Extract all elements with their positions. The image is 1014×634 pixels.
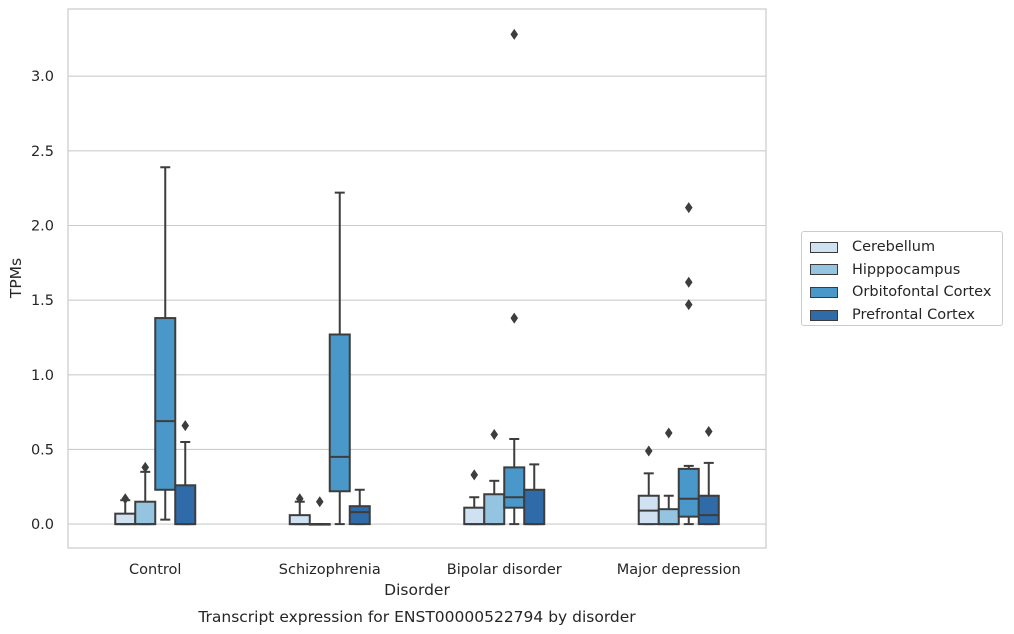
box-plot <box>308 496 331 526</box>
box-iqr <box>154 317 177 491</box>
y-tick-label: 3.0 <box>31 69 54 85</box>
y-axis-label: TPMs <box>7 258 25 299</box>
box-iqr <box>114 512 137 526</box>
y-tick-label: 0.0 <box>31 517 54 533</box>
legend-swatch-cerebellum <box>810 241 838 253</box>
box-plot <box>288 493 311 526</box>
chart-caption: Transcript expression for ENST0000052279… <box>197 608 636 626</box>
legend-swatch-prefrontal-cortex <box>810 309 838 321</box>
box-iqr <box>463 506 486 526</box>
box-iqr <box>328 333 351 493</box>
box-plot <box>328 191 351 526</box>
outlier-point <box>704 426 713 438</box>
outlier-point <box>684 276 693 288</box>
box-plot <box>677 202 700 526</box>
x-tick-label: Control <box>129 562 181 578</box>
box-iqr <box>348 505 371 526</box>
box-plot <box>463 469 486 526</box>
legend-swatch-hippocampus <box>810 264 838 276</box>
outlier-point <box>490 429 499 441</box>
legend-swatch-orbitofrontal-cortex <box>810 286 838 298</box>
y-tick-label: 2.5 <box>31 144 54 160</box>
box-series <box>114 28 720 526</box>
box-iqr <box>503 466 526 509</box>
box-iqr <box>697 494 720 526</box>
box-plot <box>657 427 680 526</box>
x-tick-label: Schizophrenia <box>279 562 381 578</box>
outlier-point <box>141 461 150 473</box>
box-plot <box>523 463 546 526</box>
box-iqr <box>134 500 157 526</box>
x-tick-label: Bipolar disorder <box>447 562 562 578</box>
legend-item-hippocampus: Hipppocampus <box>810 259 1002 282</box>
y-tick-label: 1.5 <box>31 293 54 309</box>
plot-frame <box>67 8 767 549</box>
y-axis-ticks: 0.0 0.5 1.0 1.5 2.0 2.5 3.0 <box>31 69 54 533</box>
box-iqr <box>288 514 311 526</box>
outlier-point <box>684 299 693 311</box>
outlier-point <box>181 420 190 432</box>
legend-label-orbitofrontal-cortex: Orbitofontal Cortex <box>852 284 992 301</box>
outlier-point <box>684 202 693 214</box>
box-plot <box>483 429 506 526</box>
legend-label-hippocampus: Hipppocampus <box>852 261 961 278</box>
outlier-point <box>510 312 519 324</box>
legend: Cerebellum Hipppocampus Orbitofontal Cor… <box>801 231 1003 326</box>
box-plot <box>154 166 177 521</box>
box-iqr <box>174 484 197 526</box>
box-plot <box>348 488 371 526</box>
outlier-point <box>121 493 130 505</box>
legend-item-prefrontal-cortex: Prefrontal Cortex <box>810 304 1002 327</box>
legend-label-prefrontal-cortex: Prefrontal Cortex <box>852 307 975 324</box>
outlier-point <box>295 493 304 505</box>
box-plot <box>503 28 526 526</box>
box-iqr <box>483 493 506 526</box>
x-axis-label: Disorder <box>384 581 450 599</box>
legend-label-cerebellum: Cerebellum <box>852 239 936 256</box>
legend-item-cerebellum: Cerebellum <box>810 236 1002 259</box>
box-plot <box>134 461 157 526</box>
box-plot <box>697 426 720 526</box>
outlier-point <box>315 496 324 508</box>
box-plot <box>174 420 197 526</box>
outlier-point <box>470 469 479 481</box>
box-iqr <box>657 508 680 526</box>
outlier-point <box>664 427 673 439</box>
y-tick-label: 0.5 <box>31 442 54 458</box>
outlier-point <box>644 445 653 457</box>
y-tick-label: 2.0 <box>31 218 54 234</box>
box-iqr <box>523 488 546 526</box>
x-axis-ticks: Control Schizophrenia Bipolar disorder Majo… <box>129 562 741 578</box>
box-iqr <box>677 467 700 518</box>
outlier-point <box>510 28 519 40</box>
x-tick-label: Major depression <box>617 562 741 578</box>
y-tick-label: 1.0 <box>31 368 54 384</box>
legend-item-orbitofrontal-cortex: Orbitofontal Cortex <box>810 281 1002 304</box>
